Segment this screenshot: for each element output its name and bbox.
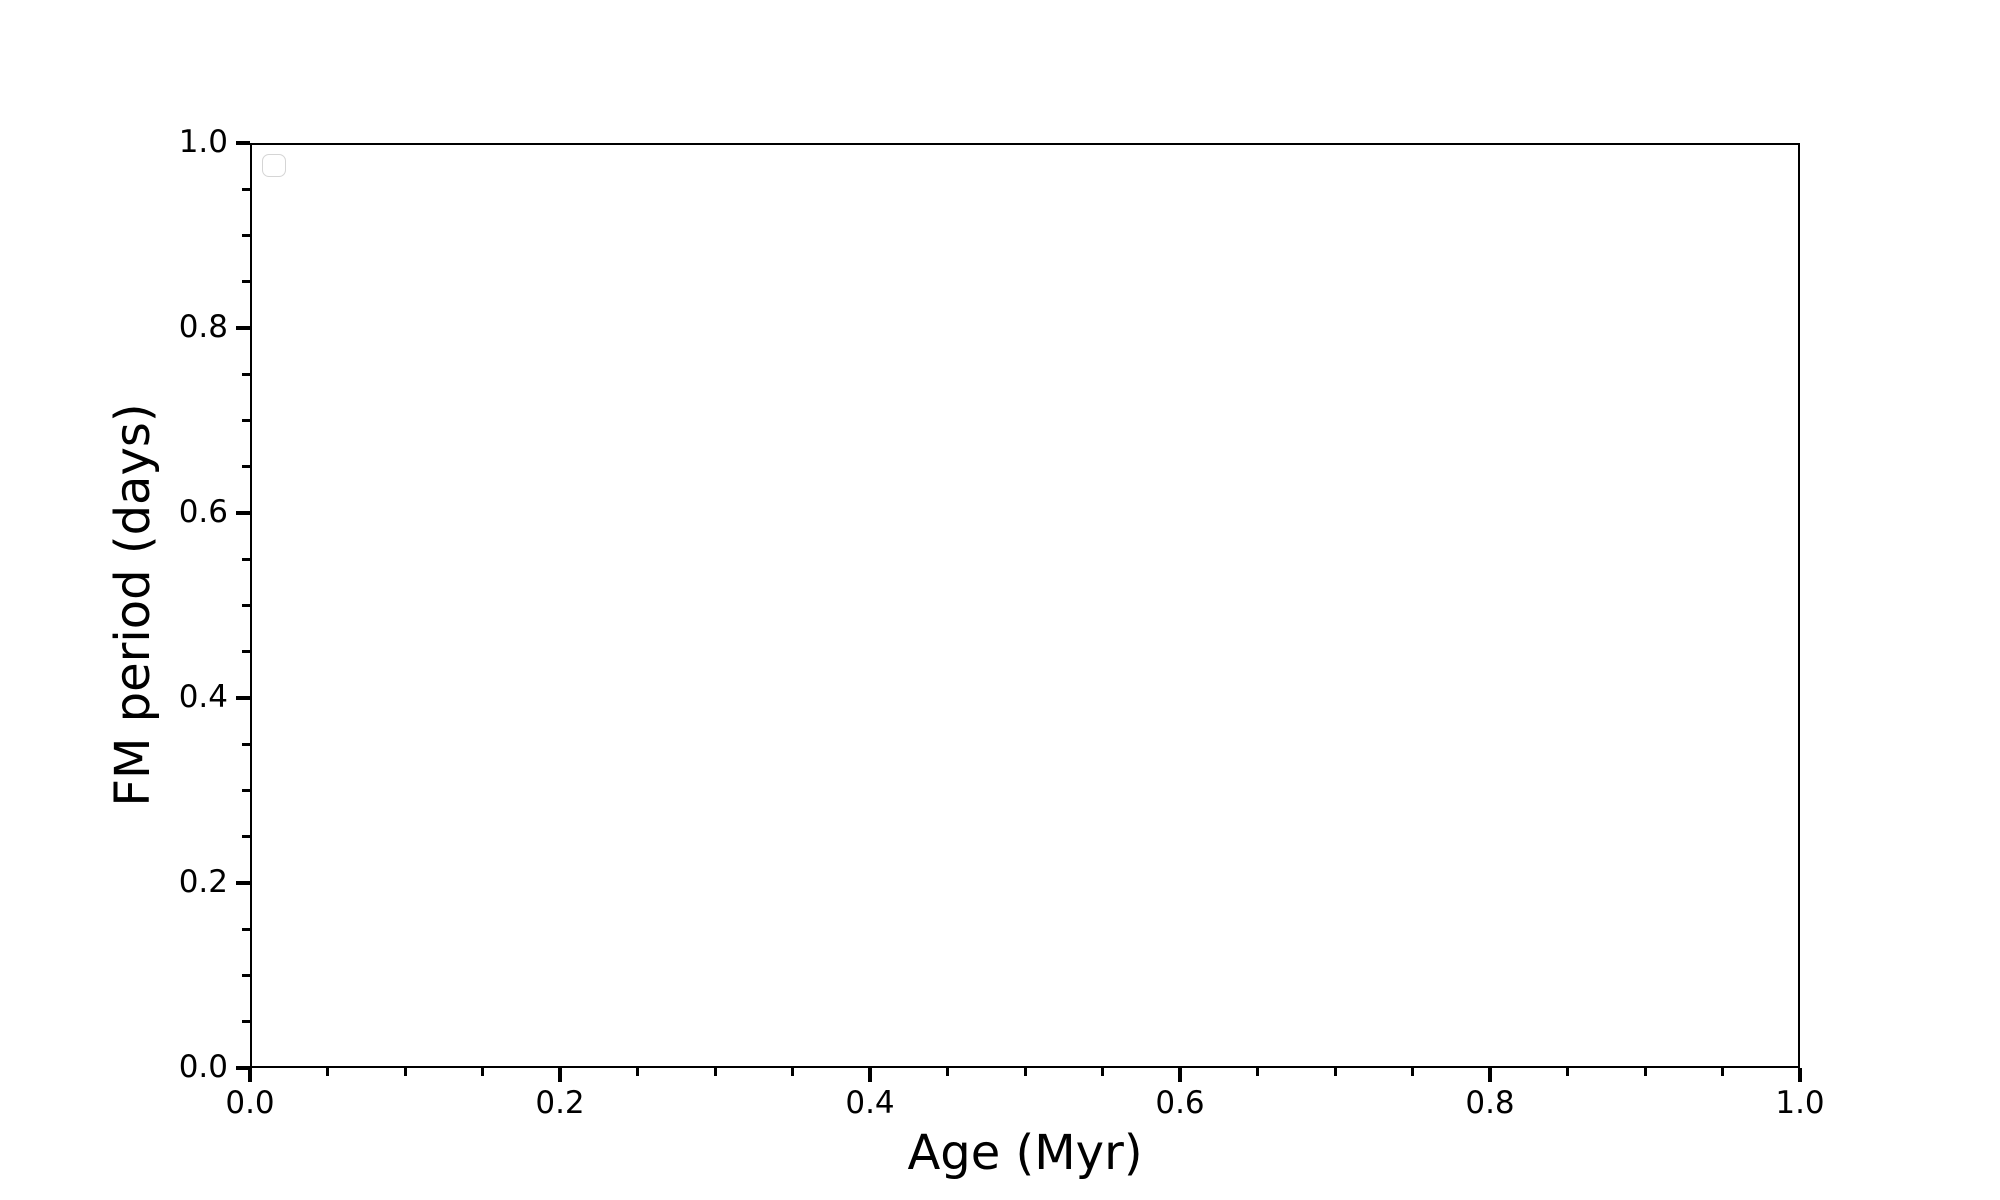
y-major-tick (236, 881, 250, 885)
x-tick-label: 0.2 (535, 1085, 585, 1121)
x-minor-tick (1643, 1068, 1647, 1076)
x-major-tick (1178, 1068, 1182, 1082)
x-minor-tick (791, 1068, 794, 1076)
x-minor-tick (636, 1068, 639, 1076)
y-tick-label: 0.2 (178, 864, 228, 901)
y-axis-label: FM period (days) (105, 403, 161, 807)
y-tick-label: 1.0 (178, 124, 228, 161)
legend-box (262, 154, 286, 177)
y-minor-tick (242, 234, 250, 237)
y-minor-tick (242, 465, 250, 469)
x-minor-tick (403, 1068, 407, 1076)
y-minor-tick (242, 604, 250, 607)
y-major-tick (236, 141, 250, 145)
y-tick-label: 0.8 (178, 309, 228, 346)
x-minor-tick (713, 1068, 717, 1076)
y-minor-tick (242, 1020, 250, 1024)
x-minor-tick (326, 1068, 329, 1076)
x-major-tick (558, 1068, 562, 1082)
x-minor-tick (1566, 1068, 1569, 1076)
y-minor-tick (242, 372, 250, 376)
y-major-tick (236, 511, 250, 515)
x-minor-tick (481, 1068, 484, 1076)
y-minor-tick (242, 280, 250, 284)
x-minor-tick (946, 1068, 949, 1076)
x-minor-tick (1333, 1068, 1337, 1076)
x-tick-label: 0.6 (1155, 1085, 1205, 1121)
x-major-tick (1798, 1068, 1802, 1082)
y-minor-tick (242, 789, 250, 792)
y-minor-tick (242, 557, 250, 561)
x-tick-label: 0.4 (845, 1085, 895, 1121)
y-minor-tick (242, 187, 250, 191)
y-major-tick (236, 326, 250, 330)
y-major-tick (236, 696, 250, 700)
y-minor-tick (242, 650, 250, 654)
x-major-tick (1488, 1068, 1492, 1082)
x-minor-tick (1721, 1068, 1724, 1076)
y-tick-label: 0.4 (178, 679, 228, 716)
y-minor-tick (242, 927, 250, 931)
plot-area (250, 143, 1800, 1068)
x-minor-tick (1023, 1068, 1027, 1076)
x-tick-label: 0.8 (1465, 1085, 1515, 1121)
y-minor-tick (242, 835, 250, 839)
x-minor-tick (1101, 1068, 1104, 1076)
x-tick-label: 0.0 (225, 1085, 275, 1121)
y-minor-tick (242, 974, 250, 977)
x-major-tick (248, 1068, 252, 1082)
x-minor-tick (1411, 1068, 1414, 1076)
x-minor-tick (1256, 1068, 1259, 1076)
x-major-tick (868, 1068, 872, 1082)
y-minor-tick (242, 419, 250, 422)
y-minor-tick (242, 742, 250, 746)
y-tick-label: 0.6 (178, 494, 228, 531)
x-axis-label: Age (Myr) (907, 1125, 1143, 1181)
y-major-tick (236, 1066, 250, 1070)
y-tick-label: 0.0 (178, 1049, 228, 1086)
x-tick-label: 1.0 (1775, 1085, 1825, 1121)
